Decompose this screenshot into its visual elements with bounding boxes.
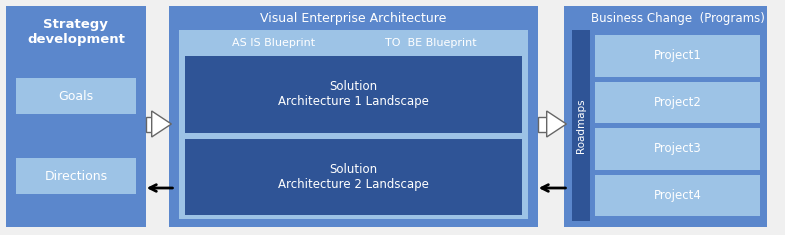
Text: Project3: Project3: [654, 142, 702, 155]
Text: AS IS Blueprint: AS IS Blueprint: [232, 38, 315, 48]
Bar: [564, 6, 767, 227]
Text: Directions: Directions: [44, 169, 108, 183]
Polygon shape: [152, 111, 171, 137]
Text: TO  BE Blueprint: TO BE Blueprint: [385, 38, 476, 48]
Bar: [595, 128, 761, 169]
Bar: [16, 158, 136, 194]
Bar: [595, 35, 761, 77]
Text: Project1: Project1: [654, 49, 702, 62]
Bar: [146, 117, 152, 132]
Text: Solution
Architecture 2 Landscape: Solution Architecture 2 Landscape: [278, 163, 429, 191]
Text: Roadmaps: Roadmaps: [576, 98, 586, 153]
Bar: [16, 78, 136, 114]
Text: Strategy
development: Strategy development: [27, 18, 125, 46]
Text: Business Change  (Programs): Business Change (Programs): [591, 12, 765, 24]
Polygon shape: [546, 111, 567, 137]
Bar: [185, 138, 522, 215]
Bar: [595, 82, 761, 123]
Bar: [595, 175, 761, 216]
Text: Visual Enterprise Architecture: Visual Enterprise Architecture: [261, 12, 447, 24]
Text: Project2: Project2: [654, 96, 702, 109]
Bar: [572, 30, 590, 221]
Bar: [170, 6, 538, 227]
Text: Project4: Project4: [654, 189, 702, 202]
Bar: [6, 6, 146, 227]
Bar: [179, 30, 528, 219]
Bar: [538, 117, 546, 132]
Text: Solution
Architecture 1 Landscape: Solution Architecture 1 Landscape: [278, 80, 429, 108]
Text: Goals: Goals: [58, 90, 93, 102]
Bar: [185, 56, 522, 133]
